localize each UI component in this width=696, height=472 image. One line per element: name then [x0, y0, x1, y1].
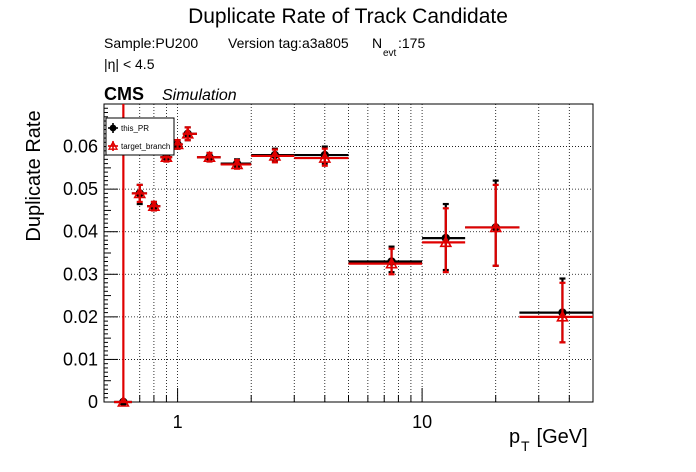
y-tick-label: 0.03 — [63, 264, 98, 284]
cms-label: CMS — [104, 84, 144, 104]
chart-title: Duplicate Rate of Track Candidate — [188, 5, 508, 28]
legend-label: this_PR — [121, 124, 149, 133]
y-tick-label: 0.04 — [63, 222, 98, 242]
data-point — [318, 151, 332, 163]
data-point — [556, 310, 569, 322]
version-label: Version tag:a3a805 — [228, 35, 349, 51]
y-tick-label: 0.06 — [63, 137, 98, 157]
legend-label: target_branch — [121, 142, 170, 151]
data-point — [133, 186, 147, 199]
data-point — [385, 256, 398, 269]
x-tick-label: 10 — [412, 412, 432, 432]
y-tick-label: 0.05 — [63, 179, 98, 199]
x-axis-label-main: p — [509, 426, 520, 448]
data-point — [230, 157, 244, 170]
grid — [103, 104, 594, 402]
nevt-subscript: evt — [383, 48, 397, 59]
data-point — [268, 149, 282, 161]
data-point — [489, 220, 503, 233]
data-point — [171, 137, 184, 150]
y-tick-label: 0 — [88, 392, 98, 412]
data-series — [114, 104, 593, 407]
x-axis-label-subscript: T — [521, 438, 530, 454]
legend-marker — [109, 124, 117, 132]
series-this_PR — [114, 126, 593, 407]
sample-label: Sample:PU200 — [104, 35, 198, 51]
x-tick-label: 1 — [173, 412, 183, 432]
y-axis-label: Duplicate Rate — [23, 110, 45, 241]
data-point — [117, 395, 130, 407]
legend-marker — [107, 140, 119, 150]
eta-cut-label: |η| < 4.5 — [104, 56, 155, 72]
data-point — [181, 127, 195, 139]
data-point — [160, 150, 173, 163]
x-axis-label-unit: [GeV] — [531, 426, 588, 448]
simulation-label: Simulation — [162, 87, 237, 104]
y-tick-label: 0.02 — [63, 307, 98, 327]
nevt-value: :175 — [398, 35, 425, 51]
y-tick-label: 0.01 — [63, 349, 98, 369]
nevt-prefix: N — [372, 35, 382, 51]
data-point — [147, 199, 161, 211]
data-point — [203, 150, 216, 163]
data-point — [439, 235, 453, 248]
axes: 0 0.01 0.02 0.03 0.04 0.05 0.06 1 10 — [63, 103, 594, 432]
legend: this_PR target_branch — [105, 117, 175, 156]
series-target_branch — [114, 104, 593, 407]
